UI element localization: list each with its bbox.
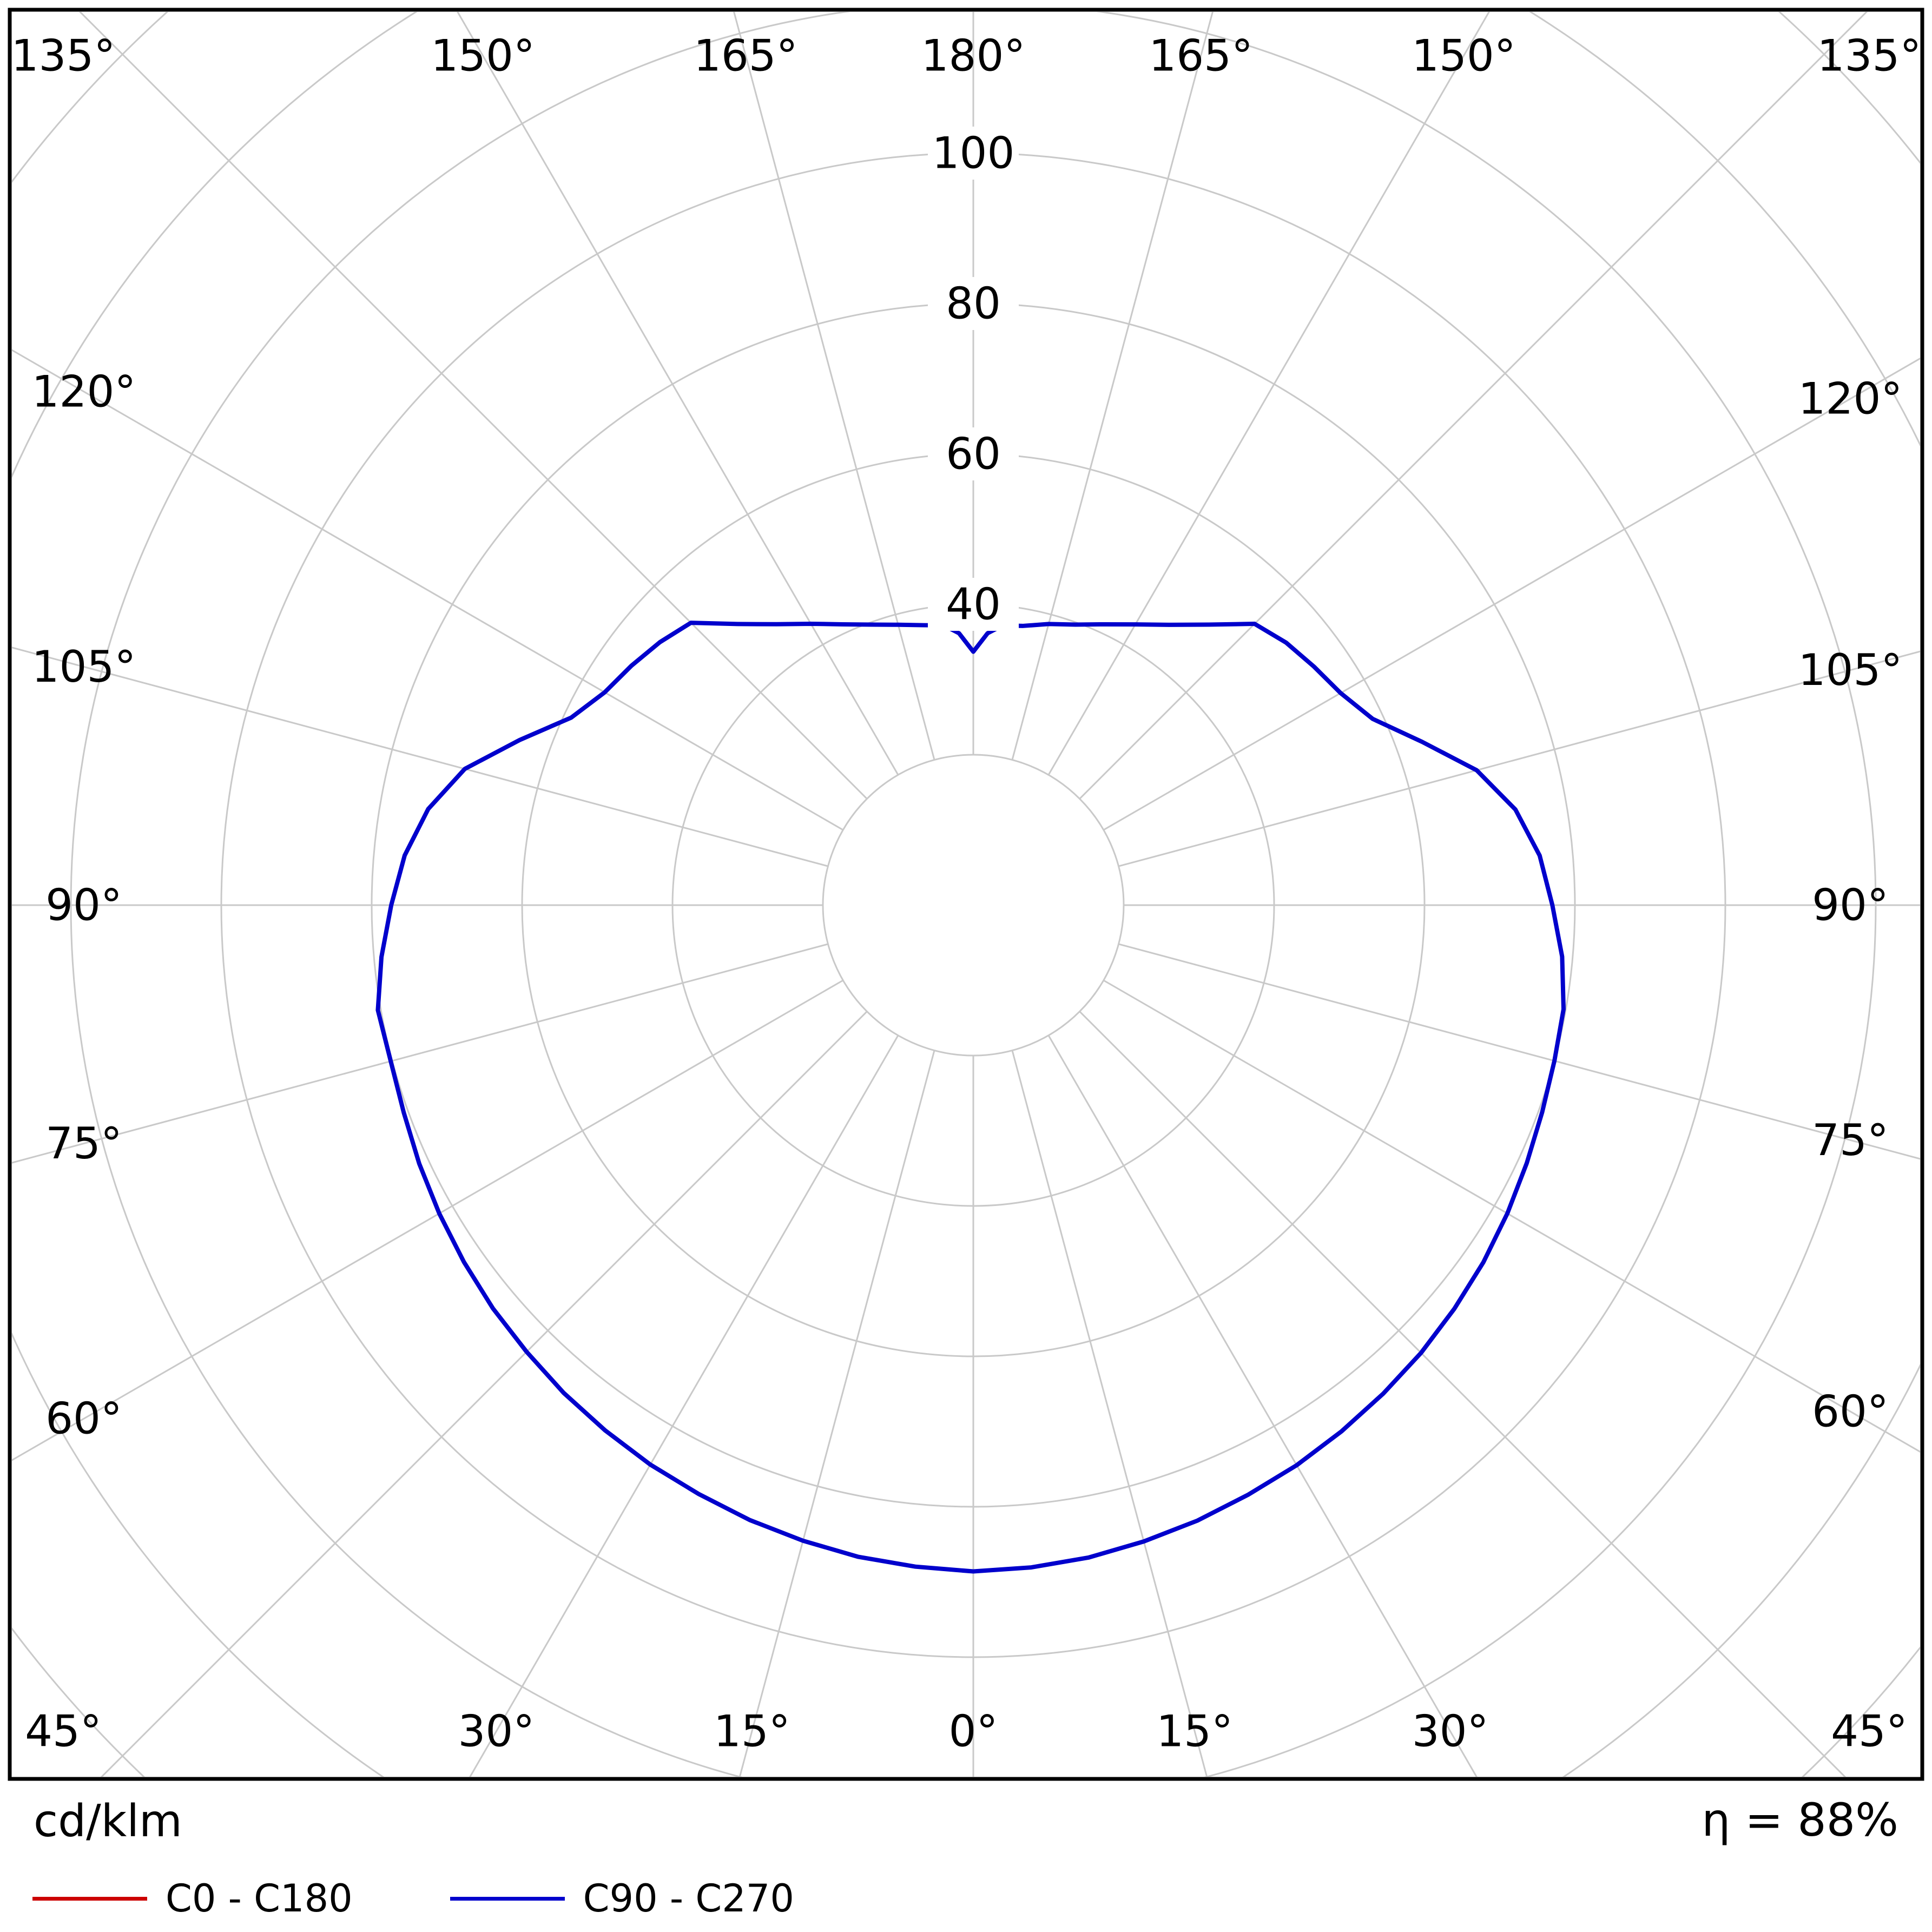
chart-frame: [8, 8, 1924, 1781]
angle-label: 45°: [1831, 1706, 1908, 1757]
angle-label: 135°: [1817, 31, 1922, 81]
grid-radial-line: [1011, 1050, 1208, 1777]
angle-label: 90°: [1812, 880, 1889, 931]
angle-label: 150°: [1412, 31, 1516, 81]
curve-c90-c270: [375, 621, 1566, 1574]
angle-label: 30°: [1412, 1706, 1489, 1757]
angle-label: 0°: [949, 1706, 998, 1757]
radial-tick-label: 40: [946, 579, 1001, 630]
angle-label: 30°: [458, 1706, 535, 1757]
grid-radial-line: [1103, 357, 1920, 831]
angle-label: 75°: [45, 1118, 122, 1169]
distribution-curves: [375, 621, 1566, 1574]
radial-tick-label: 60: [946, 429, 1001, 479]
grid-radial-line: [12, 979, 843, 1461]
angle-label: 135°: [11, 31, 116, 81]
grid-radial-line: [469, 1035, 899, 1777]
grid-radial-line: [457, 12, 899, 775]
radial-label-mask: [928, 277, 1019, 330]
angle-labels: 0° 15° 15° 30° 30° 45° 45° 60° 60° 75° 75° 90° 90° 10…: [11, 31, 1922, 1757]
units-label: cd/klm: [34, 1796, 182, 1847]
angle-label: 120°: [32, 366, 136, 417]
grid-ring: [822, 754, 1125, 1057]
angle-label: 75°: [1812, 1115, 1889, 1165]
legend-item-c90-c270: C90 - C270: [450, 1880, 794, 1917]
grid-radial-line: [100, 1011, 868, 1777]
grid-radial-line: [1103, 979, 1920, 1453]
angle-label: 120°: [1798, 374, 1903, 424]
angle-label: 165°: [1149, 31, 1253, 81]
grid-radial-line: [733, 12, 935, 760]
angle-label: 165°: [694, 31, 798, 81]
legend-line-c0-c180: [32, 1896, 147, 1901]
grid-radial-line: [1079, 12, 1868, 800]
angle-label: 90°: [45, 880, 122, 931]
grid-radial-line: [1047, 1035, 1478, 1777]
grid-radial-line: [12, 943, 828, 1164]
footer: cd/klm η = 88% C0 - C180 C90 - C270: [0, 1779, 1932, 1932]
legend-item-c0-c180: C0 - C180: [32, 1880, 353, 1917]
radial-label-mask: [928, 127, 1019, 180]
angle-label: 150°: [431, 31, 535, 81]
legend: C0 - C180 C90 - C270: [32, 1880, 794, 1917]
radial-label-mask: [928, 578, 1019, 631]
grid-radial-line: [1118, 943, 1920, 1160]
grid-radial-line: [12, 349, 843, 831]
angle-label: 15°: [1156, 1706, 1233, 1757]
legend-line-c90-c270: [450, 1896, 565, 1901]
angle-label: 105°: [32, 642, 136, 692]
radial-tick-labels: 40 60 80 100: [928, 127, 1019, 631]
grid-radial-line: [78, 12, 868, 800]
angle-label: 45°: [25, 1706, 102, 1757]
radial-tick-label: 100: [932, 128, 1015, 179]
grid-radial-line: [12, 647, 828, 867]
grid-radial-line: [738, 1050, 935, 1777]
angle-label: 105°: [1798, 645, 1903, 695]
grid-radial-line: [1047, 12, 1490, 775]
angle-label: 180°: [921, 31, 1026, 81]
grid-radial-line: [1118, 650, 1920, 867]
legend-label-c0-c180: C0 - C180: [166, 1876, 353, 1921]
efficiency-label: η = 88%: [1702, 1793, 1898, 1847]
radial-tick-label: 80: [946, 279, 1001, 329]
angle-label: 60°: [1812, 1386, 1889, 1436]
radial-label-mask: [928, 427, 1019, 480]
curve-c0-c180: [375, 621, 1566, 1574]
grid-radial-line: [1011, 12, 1214, 760]
angle-label: 60°: [45, 1394, 122, 1444]
grid-radial-line: [1079, 1011, 1847, 1777]
legend-label-c90-c270: C90 - C270: [583, 1876, 794, 1921]
angle-label: 15°: [714, 1706, 790, 1757]
